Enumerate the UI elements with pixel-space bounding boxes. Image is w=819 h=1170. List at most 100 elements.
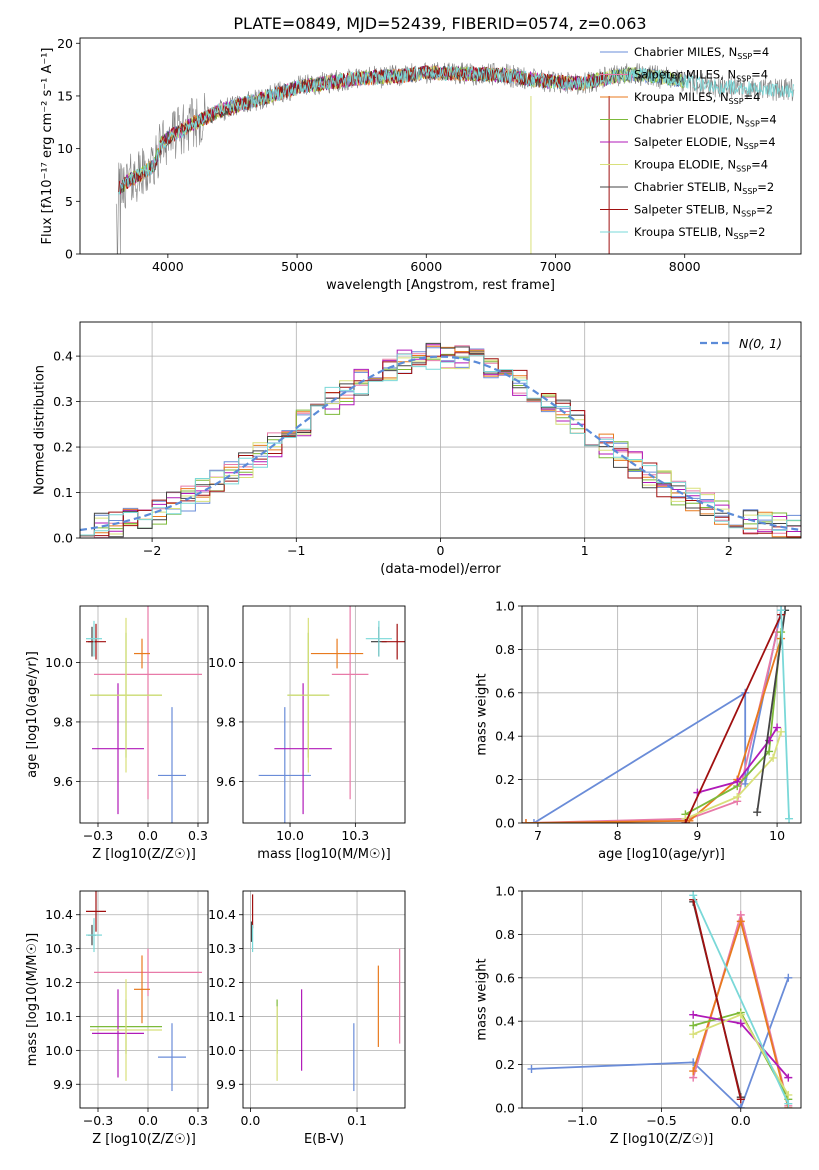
x-tick-label: 0.0	[241, 1113, 261, 1128]
series-marker	[741, 779, 750, 788]
hist-salpeter-elodie	[80, 344, 801, 537]
x-tick-label: −1.0	[567, 1113, 597, 1128]
legend-label: Kroupa MILES, NSSP=4	[634, 90, 760, 106]
hist-salpeter-stelib	[80, 352, 801, 538]
series-line	[780, 610, 790, 819]
y-tick-label: 9.8	[53, 714, 73, 729]
legend-subscript: SSP	[745, 120, 760, 129]
y-tick-label: 9.8	[216, 714, 236, 729]
plot-area	[527, 891, 793, 1108]
hist-kroupa-stelib	[80, 353, 801, 536]
series-marker	[769, 753, 778, 762]
panel-age_vs_mass: 10.0 10.3 9.6 9.8 10.0 mass [log10(M/M☉)]	[208, 605, 406, 862]
series-line	[684, 631, 782, 816]
axes-frame	[79, 605, 209, 824]
x-axis-label: wavelength [Angstrom, rest frame]	[326, 278, 555, 293]
legend-value: =2	[749, 225, 766, 239]
y-tick-label: 0.3	[53, 394, 73, 409]
x-axis-label: Z [log10(Z/Z☉)]	[92, 1132, 196, 1147]
y-tick-label: 0.1	[53, 485, 73, 500]
legend-label: Chabrier STELIB, NSSP=2	[634, 180, 774, 196]
y-tick-label: 0.0	[495, 1101, 515, 1116]
y-tick-label: 10.4	[45, 907, 73, 922]
spectrum-model-kroupa-stelib	[118, 65, 795, 195]
x-axis-label: mass [log10(M/M☉)]	[257, 847, 390, 862]
legend-subscript: SSP	[741, 210, 756, 219]
series-line	[692, 899, 742, 1100]
errorbar-kroupa-stelib	[365, 620, 392, 657]
x-tick-label: −0.5	[646, 1113, 676, 1128]
plot-area	[258, 606, 405, 823]
series-line	[697, 727, 778, 794]
x-tick-label: 0.0	[138, 828, 158, 843]
series-marker	[777, 727, 786, 736]
legend-value: =4	[751, 158, 768, 172]
panel-mass_weight_vs_Z: −1.0 −0.5 0.0 0.0 0.2 0.4 0.6 0.8 1.0 Z [log10(Z/…	[475, 884, 802, 1147]
series-line	[531, 977, 790, 1108]
y-axis-label: mass weight	[475, 958, 490, 1040]
series-marker	[736, 1010, 745, 1019]
series-line	[685, 731, 782, 820]
y-tick-label: 0.4	[495, 729, 515, 744]
series-salpeter-stelib	[689, 895, 745, 1104]
y-tick-label: 0	[65, 247, 73, 262]
series-marker	[522, 819, 530, 823]
errorbar-kroupa-miles	[134, 955, 150, 1024]
errorbar-salpeter-elodie	[92, 989, 144, 1078]
legend-label: Kroupa STELIB, NSSP=2	[634, 225, 765, 241]
plot-area	[522, 606, 794, 823]
axes-frame	[242, 890, 406, 1109]
y-tick-label: 1.0	[495, 884, 515, 899]
x-axis-label: (data-model)/error	[380, 562, 501, 577]
legend-label: Salpeter STELIB, NSSP=2	[634, 203, 773, 219]
axes-frame	[242, 605, 406, 824]
x-tick-label: 7	[534, 828, 542, 843]
panel-mass_vs_EBV: 0.0 0.1 9.9 10.0 10.1 10.2 10.3 10.4 E(B-V)	[208, 890, 406, 1147]
x-tick-label: −0.3	[83, 828, 113, 843]
errorbar-kroupa-stelib	[86, 918, 102, 953]
axes-frame	[521, 890, 802, 1109]
x-tick-label: 2	[725, 543, 733, 558]
y-tick-label: 9.6	[216, 774, 236, 789]
y-tick-label: 0.2	[495, 772, 515, 787]
y-tick-label: 10.0	[45, 1043, 73, 1058]
legend-value: =4	[752, 45, 769, 59]
series-line	[684, 614, 782, 823]
errorbar-salpeter-stelib	[86, 891, 106, 932]
y-tick-label: 9.9	[216, 1077, 236, 1092]
figure-title: PLATE=0849, MJD=52439, FIBERID=0574, z=0…	[233, 14, 646, 33]
series-salpeter-miles	[522, 628, 782, 823]
legend-label: Salpeter MILES, NSSP=4	[634, 68, 768, 84]
y-tick-label: 10.1	[208, 1009, 236, 1024]
series-marker	[689, 891, 698, 900]
series-marker	[784, 1090, 793, 1099]
y-tick-label: 10.3	[208, 941, 236, 956]
y-tick-label: 0.2	[53, 440, 73, 455]
axes-frame	[521, 605, 802, 824]
plot-area	[80, 342, 801, 538]
panel-age_vs_Z: −0.3 0.0 0.3 9.6 9.8 10.0 Z [log10(Z/Z☉)] age […	[25, 605, 209, 862]
x-tick-label: 10	[769, 828, 785, 843]
legend-subscript: SSP	[744, 142, 759, 151]
errorbar-kroupa-elodie	[90, 979, 162, 1081]
legend-value: =4	[744, 90, 761, 104]
plot-area	[115, 62, 795, 254]
panel-mass_vs_Z: −0.3 0.0 0.3 9.9 10.0 10.1 10.2 10.3 10.4 Z [log1…	[25, 890, 209, 1147]
series-marker	[784, 1099, 793, 1108]
errorbar-kroupa-elodie	[287, 617, 330, 773]
y-tick-label: 5	[65, 194, 73, 209]
hist-chabrier-stelib	[80, 342, 801, 538]
y-tick-label: 20	[57, 36, 73, 51]
legend-value: =4	[760, 113, 777, 127]
y-axis-label: age [log10(age/yr)]	[25, 651, 40, 778]
legend-value: =4	[751, 68, 768, 82]
errorbar-kroupa-elodie	[90, 617, 162, 773]
legend-label: Chabrier MILES, NSSP=4	[634, 45, 769, 61]
series-marker	[527, 1064, 536, 1073]
errorbar-chabrier-miles	[258, 707, 311, 823]
legend-label: Salpeter ELODIE, NSSP=4	[634, 135, 776, 151]
plot-area	[250, 894, 401, 1092]
errorbar-salpeter-elodie	[274, 683, 332, 815]
series-marker	[784, 1073, 793, 1082]
y-tick-label: 0.4	[495, 1014, 515, 1029]
